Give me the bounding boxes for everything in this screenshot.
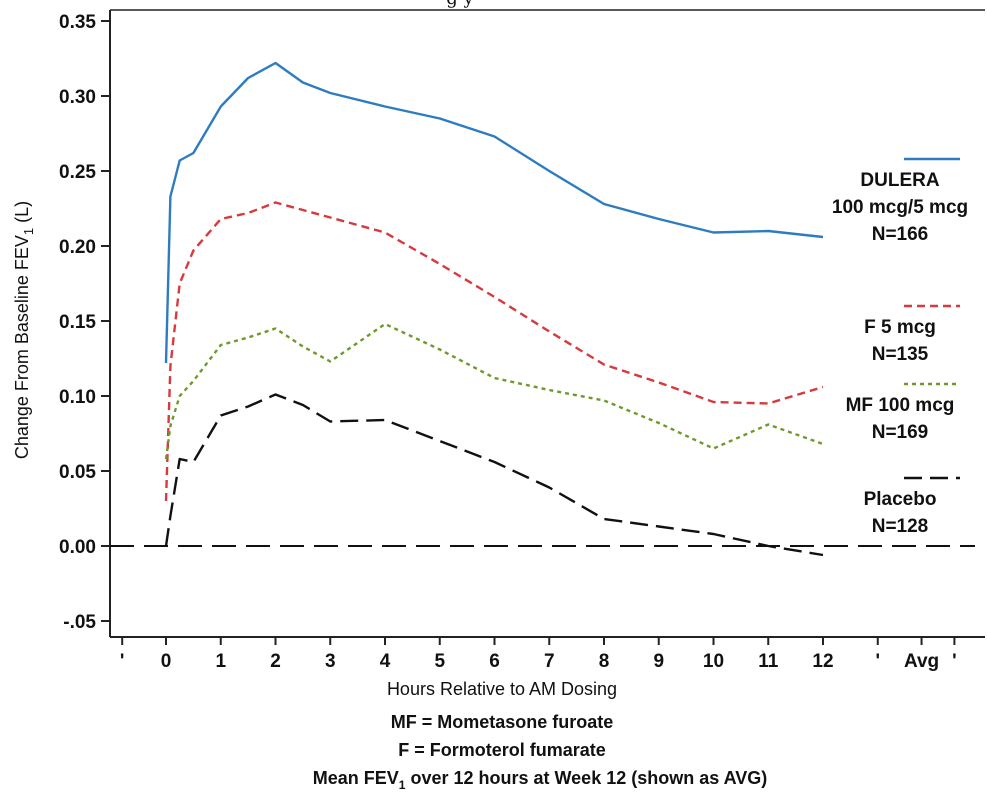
x-tick-label: 5 [434, 651, 445, 672]
legend-label-4: N=128 [872, 516, 929, 537]
y-axis-title-main: Change From Baseline FEV [12, 235, 32, 459]
legend-label-2: F 5 mcg [864, 317, 936, 338]
x-tick-label: 3 [325, 651, 336, 672]
footnote-mean-post: over 12 hours at Week 12 (shown as AVG) [405, 768, 767, 788]
y-axis-title-subscript: 1 [21, 228, 36, 235]
legend: DULERA 100 mcg/5 mcg N=166 F 5 mcg N=135 MF 1… [832, 157, 968, 537]
series-line-3 [164, 322, 824, 460]
y-tick-label: 0.30 [59, 87, 96, 108]
x-tick-label: ' [875, 651, 880, 672]
legend-label-3: MF 100 mcg [846, 395, 955, 416]
x-tick-label: 10 [703, 651, 724, 672]
y-tick-label: 0.05 [59, 462, 96, 483]
series-line-4 [164, 393, 824, 557]
footnote-mf: MF = Mometasone furoate [391, 712, 614, 732]
x-tick-label: ' [952, 651, 957, 672]
legend-label-2: N=135 [872, 344, 929, 365]
x-tick-label: 7 [544, 651, 555, 672]
legend-label-1: DULERA [860, 170, 939, 191]
y-axis-ticks: 0.35 0.30 0.25 0.20 0.15 0.10 0.05 0.00 -.05 [59, 12, 110, 633]
legend-label-4: Placebo [864, 489, 937, 510]
x-tick-label: ' [120, 651, 125, 672]
x-tick-label: 9 [653, 651, 664, 672]
x-tick-label: 0 [161, 651, 172, 672]
y-axis-title: Change From Baseline FEV1 (L) [12, 201, 36, 459]
y-tick-label: 0.00 [59, 537, 96, 558]
footnote-f: F = Formoterol fumarate [398, 740, 606, 760]
series-line-1 [164, 61, 824, 364]
legend-label-1: N=166 [872, 224, 929, 245]
x-axis-ticks: ' 0 1 2 3 4 5 6 7 8 9 10 11 12 ' Avg ' [120, 637, 957, 672]
y-tick-label: 0.15 [59, 312, 96, 333]
x-tick-label: 1 [215, 651, 226, 672]
series-line-2 [164, 201, 824, 502]
y-tick-label: 0.25 [59, 162, 96, 183]
x-tick-label: 4 [380, 651, 391, 672]
legend-label-1: 100 mcg/5 mcg [832, 197, 968, 218]
x-tick-label: 11 [758, 651, 779, 672]
series-layer [164, 61, 824, 557]
footnote-mean: Mean FEV1 over 12 hours at Week 12 (show… [313, 768, 768, 792]
y-tick-label: -.05 [63, 612, 96, 633]
x-tick-label: 2 [270, 651, 281, 672]
footnote-mean-subscript: 1 [399, 778, 406, 792]
legend-label-3: N=169 [872, 422, 929, 443]
chart-title-fragment: g y [446, 0, 474, 9]
y-tick-label: 0.20 [59, 237, 96, 258]
y-tick-label: 0.35 [59, 12, 96, 33]
footnote-mean-pre: Mean FEV [313, 768, 399, 788]
y-tick-label: 0.10 [59, 387, 96, 408]
x-tick-label: 6 [489, 651, 500, 672]
x-tick-label: 12 [812, 651, 833, 672]
y-axis-title-unit: (L) [12, 201, 32, 228]
x-axis-title: Hours Relative to AM Dosing [387, 679, 617, 699]
x-tick-label: 8 [599, 651, 610, 672]
x-tick-label: Avg [904, 651, 939, 672]
